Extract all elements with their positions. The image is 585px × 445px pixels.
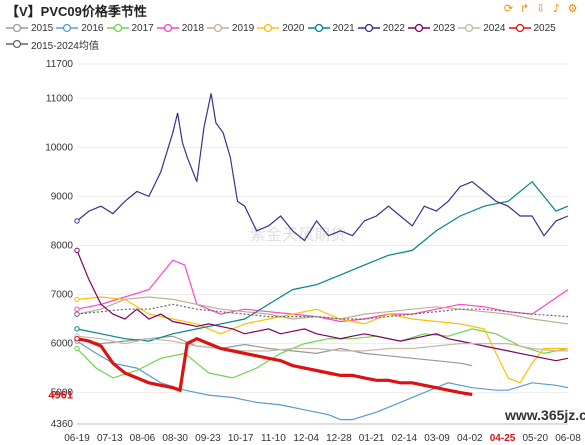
series-point [74,335,80,342]
x-tick-label: 11-10 [261,433,286,444]
legend-item[interactable]: 2021 [307,20,355,36]
y-tick-label: 9000 [51,191,74,202]
x-tick-label: 05-20 [522,433,548,444]
legend-label: 2016 [81,22,104,34]
y-tick-label: 11000 [46,93,74,104]
legend-label: 2021 [332,22,355,34]
series-line-2022 [76,93,569,242]
legend-item[interactable]: 2023 [408,20,455,36]
legend-item[interactable]: 2019 [207,20,254,36]
x-tick-label: 10-17 [228,433,254,444]
legend: 2015 2016 2017 2018 2019 2020 2021 2022 2023 2024… [6,20,581,52]
toolbar: ⟳ ↱ ⇩ ♪ ⚙ [502,2,579,15]
x-tick-label: 07-13 [97,433,123,444]
legend-label: 2025 [533,22,556,34]
settings-icon[interactable]: ⚙ [567,2,578,15]
current-value-label: 4961 [49,390,73,402]
legend-item[interactable]: 2020 [257,20,305,36]
chart-title: 【V】PVC09价格季节性 [6,4,147,19]
y-tick-label: 5000 [51,388,74,399]
x-tick-label: 01-21 [359,433,385,444]
x-tick-label: 08-30 [162,433,188,444]
y-tick-label: 11700 [46,59,74,70]
series-line-2023 [76,250,569,362]
series-line-2020 [76,296,568,384]
legend-label: 2019 [232,22,255,34]
series-line-2016 [76,340,569,421]
download-icon[interactable]: ⇩ [535,2,546,15]
legend-label: 2018 [181,22,204,34]
refresh-icon[interactable]: ⟳ [503,2,514,15]
series-point [74,296,80,303]
x-tick-label: 04-02 [457,433,483,444]
bell-icon[interactable]: ♪ [552,2,561,15]
x-tick-label: 12-04 [293,433,319,444]
legend-label: 2020 [282,22,305,34]
legend-item[interactable]: 2015 [6,20,53,36]
y-tick-label: 10000 [45,142,73,153]
series-line-2018 [76,259,569,323]
series-line-2024 [76,335,568,352]
series-point [74,247,80,254]
legend-label: 2017 [131,22,154,34]
x-tick-label: 04-25 [490,433,516,444]
series-line-2019 [76,296,569,325]
legend-item[interactable]: 2017 [106,20,154,36]
legend-label: 2023 [433,22,456,34]
legend-label: 2015 [31,22,54,34]
series-line-2021 [76,180,569,342]
y-tick-label: 7000 [51,290,74,301]
series-point [74,218,80,224]
share-icon[interactable]: ↱ [519,2,530,15]
legend-label: 2015-2024均值 [31,40,99,52]
x-tick-label: 12-28 [326,433,352,444]
legend-item[interactable]: 2018 [156,20,204,36]
legend-label: 2024 [483,22,506,34]
series-line-avg [76,303,569,320]
legend-label: 2022 [382,22,405,34]
series-line-2025 [76,336,473,397]
series-point [74,306,80,312]
y-tick-label: 8000 [51,240,74,251]
legend-item[interactable]: 2025 [508,20,556,36]
x-tick-label: 02-14 [392,433,418,444]
x-tick-label: 06-08 [555,433,581,444]
series-point [74,345,80,352]
x-tick-label: 06-19 [64,433,90,444]
x-tick-label: 08-06 [130,433,156,444]
legend-item[interactable]: 2022 [357,20,405,36]
y-tick-label: 4360 [51,419,74,430]
footer-watermark: www.365jz.com [504,407,585,423]
series-line-2017 [76,328,569,379]
series-point [74,326,80,332]
y-tick-label: 6000 [51,339,74,350]
legend-item[interactable]: 2024 [458,20,506,36]
x-tick-label: 09-23 [195,433,221,444]
series-point [74,311,80,317]
legend-item[interactable]: 2016 [56,20,104,36]
x-tick-label: 03-09 [424,433,450,444]
legend-item[interactable]: 2015-2024均值 [6,36,99,52]
